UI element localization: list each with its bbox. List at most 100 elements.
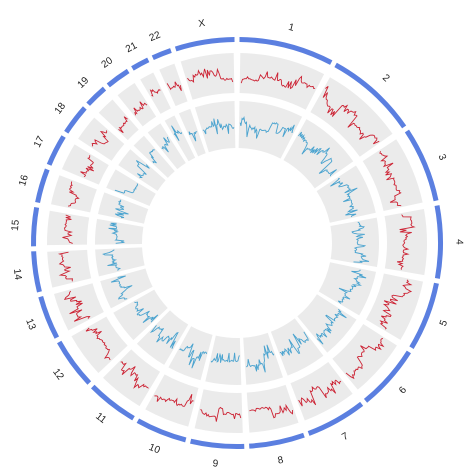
inner-track	[168, 326, 213, 381]
outer-track	[239, 53, 325, 110]
signal-line	[166, 81, 182, 92]
outer-track	[310, 77, 393, 157]
signal-line	[120, 361, 149, 389]
chromosome-band	[38, 295, 60, 339]
outer-track	[71, 316, 128, 373]
inner-track	[238, 101, 303, 159]
chromosome-band	[249, 432, 305, 449]
chromosome-label: 4	[453, 239, 464, 245]
signal-line	[134, 301, 159, 323]
chromosome-band	[31, 251, 42, 293]
chromosome-label: 1	[287, 22, 296, 34]
signal-line	[330, 177, 358, 218]
outer-track	[47, 210, 90, 246]
chromosome-label: 8	[277, 455, 285, 467]
signal-line	[322, 86, 380, 145]
chromosome-label: 11	[93, 411, 108, 426]
chromosome-label: 14	[11, 268, 24, 281]
inner-track	[243, 332, 284, 385]
chromosome-band	[334, 62, 407, 129]
outer-track	[53, 283, 104, 331]
outer-track	[78, 117, 125, 161]
outer-track	[366, 273, 424, 340]
chromosome-band	[86, 86, 107, 106]
signal-line	[114, 183, 138, 194]
chromosome-band	[90, 384, 135, 421]
signal-line	[133, 101, 148, 116]
chromosome-label: 10	[147, 442, 162, 457]
signal-line	[149, 149, 157, 164]
chromosome-band	[31, 206, 40, 247]
chromosome-label: 7	[340, 431, 351, 444]
outer-track	[117, 82, 157, 127]
signal-line	[210, 352, 240, 363]
signal-line	[297, 131, 337, 177]
signal-line	[337, 269, 367, 304]
chromosome-label: 13	[23, 317, 37, 332]
signal-line	[154, 393, 194, 407]
inner-track	[133, 135, 175, 178]
signal-line	[379, 279, 413, 330]
signal-line	[114, 199, 129, 219]
signal-line	[85, 327, 111, 361]
chromosome-band	[190, 438, 245, 449]
signal-line	[102, 249, 122, 271]
chromosome-label: 20	[100, 55, 116, 71]
signal-line	[108, 222, 126, 244]
outer-track	[98, 99, 139, 141]
signal-line	[298, 379, 342, 407]
chromosome-band	[307, 401, 364, 436]
signal-line	[351, 221, 370, 263]
chromosome-label: X	[198, 18, 207, 30]
chromosome-label: 19	[76, 75, 92, 91]
inner-track	[205, 335, 242, 385]
chromosome-band	[106, 68, 130, 88]
chromosome-label: 15	[10, 219, 22, 231]
inner-track	[330, 217, 379, 267]
signal-line	[118, 116, 128, 134]
chromosome-label: 5	[438, 318, 450, 328]
outer-track	[384, 209, 427, 276]
signal-line	[379, 151, 402, 207]
inner-track	[318, 262, 377, 316]
signal-line	[110, 275, 133, 300]
inner-track	[95, 218, 144, 245]
signal-line	[149, 325, 179, 349]
signal-line	[80, 155, 95, 178]
signal-line	[57, 251, 74, 282]
chromosome-label: 12	[50, 367, 66, 383]
chromosome-band	[64, 106, 87, 134]
chromosome-band	[35, 168, 50, 204]
chromosome-band	[57, 340, 92, 385]
inner-track	[147, 123, 186, 170]
signal-line	[246, 344, 275, 373]
outer-track	[103, 349, 161, 407]
chromosome-band	[131, 57, 150, 71]
chromosome-label: 2	[380, 72, 392, 84]
chromosome-label: 22	[148, 30, 163, 44]
chromosome-label: 18	[53, 101, 69, 117]
signal-line	[239, 116, 295, 139]
inner-track	[97, 192, 149, 224]
signal-line	[187, 67, 234, 83]
chromosome-label: 6	[397, 384, 409, 396]
signal-line	[149, 88, 161, 97]
signal-line	[315, 308, 347, 345]
signal-line	[135, 160, 150, 179]
inner-track	[106, 169, 156, 207]
inner-track	[297, 294, 357, 353]
chromosome-label: 16	[17, 173, 31, 187]
signal-line	[161, 136, 171, 153]
signal-line	[202, 118, 235, 135]
chromosome-label: 21	[124, 40, 139, 55]
signal-line	[279, 331, 309, 357]
inner-track	[270, 318, 324, 376]
chromosome-label: 9	[212, 458, 219, 470]
chromosome-band	[409, 282, 439, 349]
signal-line	[179, 343, 207, 369]
chromosome-label: 3	[436, 153, 448, 163]
signal-line	[188, 131, 198, 142]
chromosome-band	[404, 129, 439, 202]
inner-track	[316, 165, 376, 223]
